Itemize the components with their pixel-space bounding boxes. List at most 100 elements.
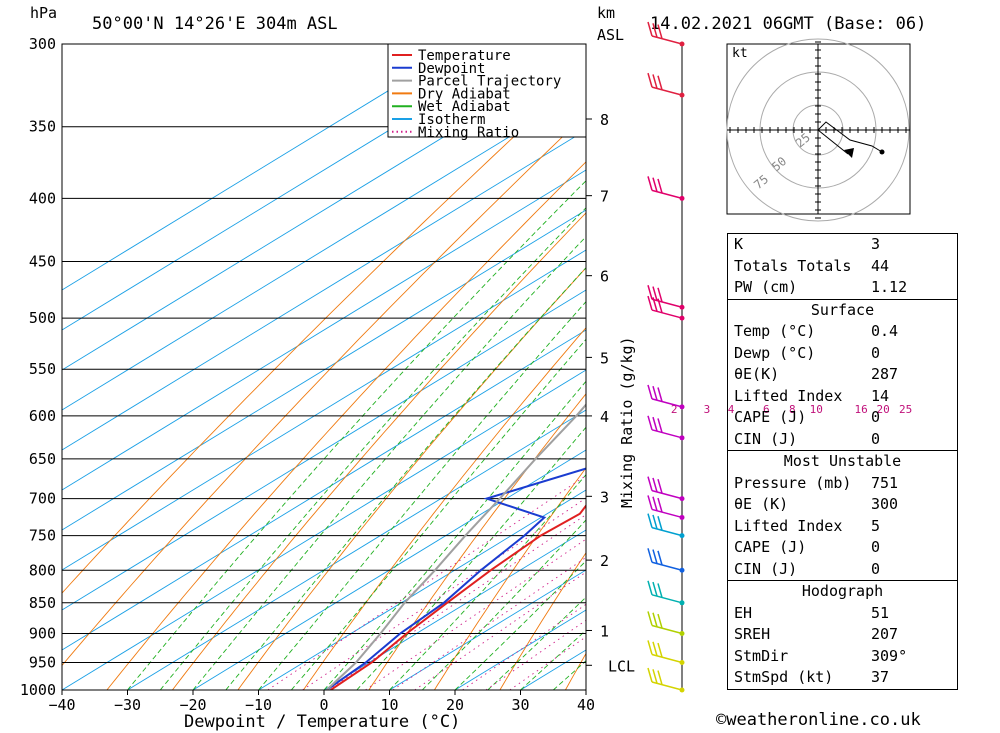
wind-barb-staff bbox=[651, 86, 683, 96]
legend-label: Mixing Ratio bbox=[418, 125, 519, 141]
pressure-tick-label: 600 bbox=[29, 407, 56, 425]
wind-barb-feather bbox=[647, 513, 653, 528]
wind-barb-feather bbox=[657, 670, 663, 685]
wet-adiabat-line bbox=[389, 474, 586, 690]
dry-adiabat-line bbox=[499, 551, 586, 690]
mixing-ratio-label: 16 bbox=[855, 403, 868, 416]
wind-barb-dot bbox=[679, 659, 685, 665]
isotherm-line bbox=[192, 449, 586, 690]
legend-label: Isotherm bbox=[418, 112, 485, 128]
wind-barb-feather bbox=[652, 581, 658, 597]
wind-barb-feather bbox=[652, 669, 658, 684]
wet-adiabat-line bbox=[225, 267, 586, 690]
mixing-ratio-label: 2 bbox=[671, 403, 678, 416]
isotherm-line bbox=[62, 329, 586, 651]
pressure-tick-label: 700 bbox=[29, 490, 56, 508]
wind-barb-staff bbox=[651, 526, 683, 537]
x-tick-label: 40 bbox=[577, 696, 595, 714]
profile-curves bbox=[325, 403, 586, 690]
wind-barb-feather bbox=[647, 176, 653, 191]
wind-barb-feather bbox=[657, 479, 663, 494]
wind-barb-feather bbox=[647, 415, 653, 431]
wind-barb-staff bbox=[651, 189, 683, 200]
surface-title: Surface bbox=[810, 300, 875, 319]
wind-barb-feather bbox=[657, 516, 663, 531]
wind-barb-feather bbox=[652, 477, 658, 493]
legend-label: Dry Adiabat bbox=[418, 86, 511, 102]
wind-barb-staff bbox=[651, 624, 683, 635]
wind-barb-feather bbox=[647, 295, 653, 311]
wind-barb-staff bbox=[651, 298, 683, 308]
pressure-tick-label: 850 bbox=[29, 594, 56, 612]
mixing-ratio-line bbox=[267, 475, 586, 690]
height-tick-label: 5 bbox=[600, 349, 609, 367]
isotherm-line bbox=[389, 569, 586, 690]
wind-barb-staff bbox=[651, 429, 683, 439]
wind-barb-dot bbox=[679, 514, 685, 520]
axes: 2 3 4 6 8 10 16 20 25300350400450500550600650700… bbox=[20, 35, 912, 714]
hodograph-storm-marker bbox=[844, 148, 854, 158]
wind-barb-feather bbox=[652, 641, 658, 656]
isotherm-line bbox=[62, 49, 586, 371]
isotherm-line bbox=[62, 44, 466, 291]
wind-barb-dot bbox=[679, 600, 685, 606]
wind-barb-feather bbox=[652, 177, 658, 192]
mixing-ratio-label: 25 bbox=[899, 403, 912, 416]
most-unstable-section: Most Unstable Pressure (mb) 751 θE (K) 300… bbox=[728, 450, 957, 580]
wind-barb-feather bbox=[647, 72, 653, 88]
wind-barb-feather bbox=[652, 74, 658, 89]
pressure-tick-label: 1000 bbox=[20, 681, 56, 699]
wind-barb-feather bbox=[657, 497, 663, 513]
isotherm-line bbox=[62, 44, 531, 331]
index-totals: Totals Totals 44 bbox=[734, 256, 890, 275]
x-tick-label: −20 bbox=[179, 696, 206, 714]
height-tick-label: 1 bbox=[600, 622, 609, 640]
dry-adiabat-line bbox=[172, 212, 586, 690]
legend-label: Parcel Trajectory bbox=[418, 74, 561, 90]
pressure-tick-label: 550 bbox=[29, 360, 56, 378]
wind-barb-feather bbox=[647, 611, 653, 626]
wind-barb-dot bbox=[679, 687, 685, 693]
wind-barb-staff bbox=[651, 489, 683, 500]
wind-barb-dot bbox=[679, 533, 685, 539]
header-datetime: 14.02.2021 06GMT (Base: 06) bbox=[650, 14, 926, 34]
index-pw: PW (cm) 1.12 bbox=[734, 278, 908, 296]
x-tick-label: 30 bbox=[511, 696, 529, 714]
mixing-ratio-label: 6 bbox=[763, 403, 770, 416]
lcl-label: LCL bbox=[608, 657, 635, 675]
height-tick-label: 8 bbox=[600, 111, 609, 129]
legend-label: Wet Adiabat bbox=[418, 99, 511, 115]
isotherm-line bbox=[62, 369, 586, 690]
wind-barb-dot bbox=[679, 315, 685, 321]
wind-barb-feather bbox=[652, 549, 658, 564]
most-unstable-title: Most Unstable bbox=[783, 452, 902, 470]
x-axis-label: Dewpoint / Temperature (°C) bbox=[184, 712, 460, 732]
isotherm-line bbox=[323, 529, 586, 690]
pressure-tick-label: 750 bbox=[29, 527, 56, 545]
wet-adiabat-line bbox=[192, 236, 586, 690]
surface-section: Surface Temp (°C) 0.4 Dewp (°C) 0 θE(K) 287… bbox=[728, 298, 957, 451]
x-tick-label: −40 bbox=[48, 696, 75, 714]
background-lines bbox=[62, 44, 586, 690]
mixing-ratio-line bbox=[365, 538, 586, 690]
wind-barb-staff bbox=[651, 594, 683, 604]
wind-barb-feather bbox=[647, 476, 653, 491]
wind-barb-feather bbox=[652, 385, 658, 401]
wind-barb-feather bbox=[647, 580, 653, 596]
dry-adiabat-line bbox=[237, 267, 586, 690]
legend-label: Dewpoint bbox=[418, 61, 485, 77]
x-tick-label: −10 bbox=[245, 696, 272, 714]
hodograph-storm-motion bbox=[817, 129, 849, 155]
wind-barb-dot bbox=[679, 195, 685, 201]
wind-barb-feather bbox=[657, 613, 663, 629]
wind-barb-feather bbox=[657, 178, 663, 194]
wind-barb-feather bbox=[652, 612, 658, 627]
isotherm-line bbox=[127, 409, 586, 690]
isotherm-line bbox=[62, 289, 586, 611]
x-tick-label: 0 bbox=[319, 696, 328, 714]
wind-barb-staff bbox=[651, 398, 683, 408]
mixing-ratio-line bbox=[302, 497, 586, 690]
height-tick-label: 3 bbox=[600, 488, 609, 506]
hodograph-end-point bbox=[879, 149, 885, 155]
